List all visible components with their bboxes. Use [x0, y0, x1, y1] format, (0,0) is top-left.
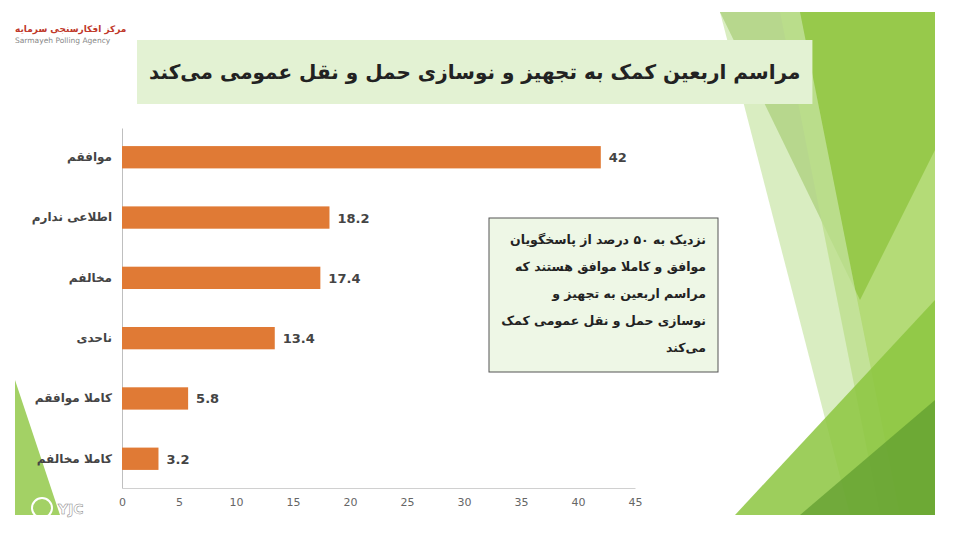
annotation-line: نزدیک به ۵۰ درصد از پاسخگویان [510, 232, 706, 247]
bar [122, 387, 188, 409]
y-tick: ناحدی [76, 331, 122, 345]
chart-title: مراسم اربعین کمک به تجهیز و نوسازی حمل و… [149, 60, 800, 84]
y-axis: موافقم اطلاعی ندارم مخالفم ناحدی کاملا موافق… [32, 129, 123, 489]
x-tick-label: 20 [344, 496, 358, 509]
chart-root: مرکز افکارسنجی سرمایهSarmayeh Polling Ag… [0, 0, 957, 549]
x-axis: 0 5 10 15 20 25 30 35 40 45 [119, 488, 643, 509]
y-tick-label: اطلاعی ندارم [32, 210, 112, 225]
x-tick: 30 [458, 488, 472, 509]
x-tick-label: 15 [287, 496, 301, 509]
bar [122, 327, 275, 349]
y-tick: مخالفم [69, 271, 122, 285]
bar [122, 448, 158, 470]
title-box [137, 40, 812, 104]
x-tick: 20 [344, 488, 358, 509]
annotation-line: نوسازی حمل و نقل عمومی کمک [501, 313, 706, 328]
y-tick-label: موافقم [67, 150, 112, 165]
annotation-text: نزدیک به ۵۰ درصد از پاسخگویان موافق و کام… [501, 232, 706, 355]
data-label: 42 [609, 150, 627, 165]
annotation: نزدیک به ۵۰ درصد از پاسخگویان موافق و کام… [489, 218, 718, 372]
data-label: 3.2 [166, 452, 189, 467]
x-tick: 5 [176, 488, 183, 509]
x-tick: 0 [119, 488, 126, 509]
x-tick: 25 [401, 488, 415, 509]
x-tick-label: 25 [401, 496, 415, 509]
x-tick-label: 45 [629, 496, 643, 509]
x-tick: 35 [515, 488, 529, 509]
y-tick-label: ناحدی [76, 331, 112, 345]
x-tick-label: 10 [230, 496, 244, 509]
deco-shape [800, 400, 935, 515]
y-tick: کاملا موافقم [35, 391, 122, 406]
x-tick: 45 [629, 488, 643, 509]
bar [122, 206, 329, 228]
annotation-line: می‌کند [666, 340, 706, 355]
x-tick: 15 [287, 488, 301, 509]
data-label: 18.2 [337, 211, 369, 226]
bar [122, 146, 601, 168]
data-label: 13.4 [283, 331, 315, 346]
decoration [15, 12, 935, 515]
deco-shape [735, 300, 935, 515]
source-text: مرکز افکارسنجی سرمایه [15, 24, 126, 35]
y-tick: کاملا مخالفم [37, 452, 122, 466]
annotation-box [489, 218, 718, 372]
y-tick-label: مخالفم [69, 271, 112, 285]
watermark-icon [32, 498, 52, 518]
y-tick: اطلاعی ندارم [32, 210, 122, 225]
y-tick-label: کاملا مخالفم [37, 452, 112, 466]
data-label: 17.4 [328, 271, 360, 286]
x-tick: 40 [572, 488, 586, 509]
x-tick: 10 [230, 488, 244, 509]
x-tick-label: 30 [458, 496, 472, 509]
annotation-line: موافق و کاملا موافق هستند که [515, 259, 706, 274]
y-axis-line [122, 129, 123, 489]
x-tick-label: 40 [572, 496, 586, 509]
x-tick-label: 35 [515, 496, 529, 509]
watermark: YJC [57, 501, 84, 517]
y-tick-label: کاملا موافقم [35, 391, 112, 406]
x-tick-label: 5 [176, 496, 183, 509]
bar [122, 267, 320, 289]
x-tick-label: 0 [119, 496, 126, 509]
data-label: 5.8 [196, 391, 219, 406]
y-tick: موافقم [67, 150, 122, 165]
x-axis-line [123, 488, 636, 489]
annotation-line: مراسم اربعین به تجهیز و [551, 286, 706, 301]
source-text: Sarmayeh Polling Agency [15, 36, 111, 45]
